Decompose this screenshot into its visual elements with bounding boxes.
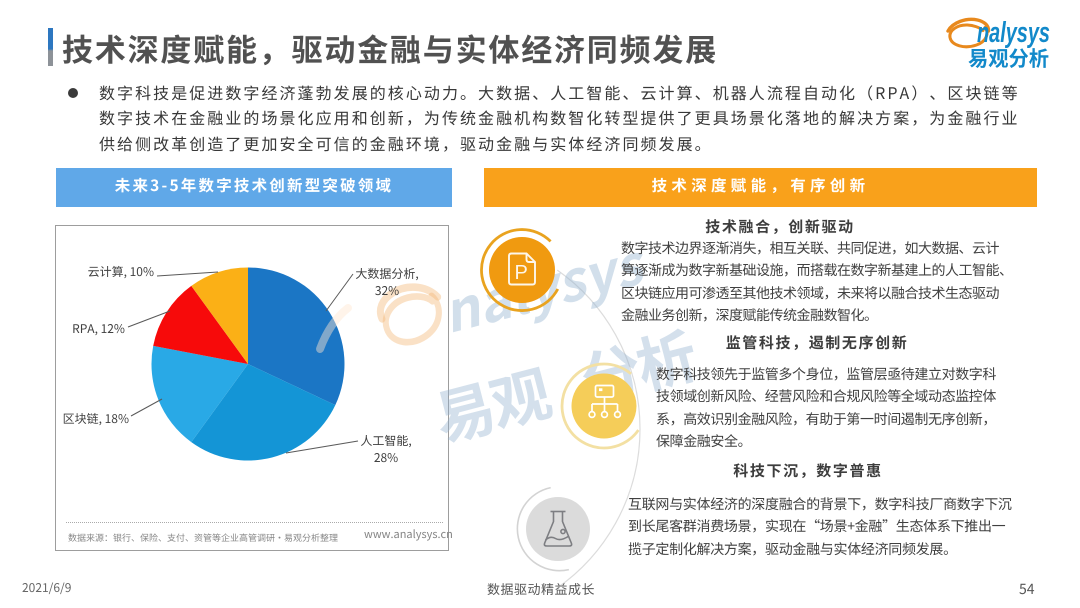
svg-text:nalysys: nalysys — [977, 17, 1050, 49]
svg-text:易观分析: 易观分析 — [968, 43, 1049, 70]
svg-text:P: P — [515, 262, 528, 284]
